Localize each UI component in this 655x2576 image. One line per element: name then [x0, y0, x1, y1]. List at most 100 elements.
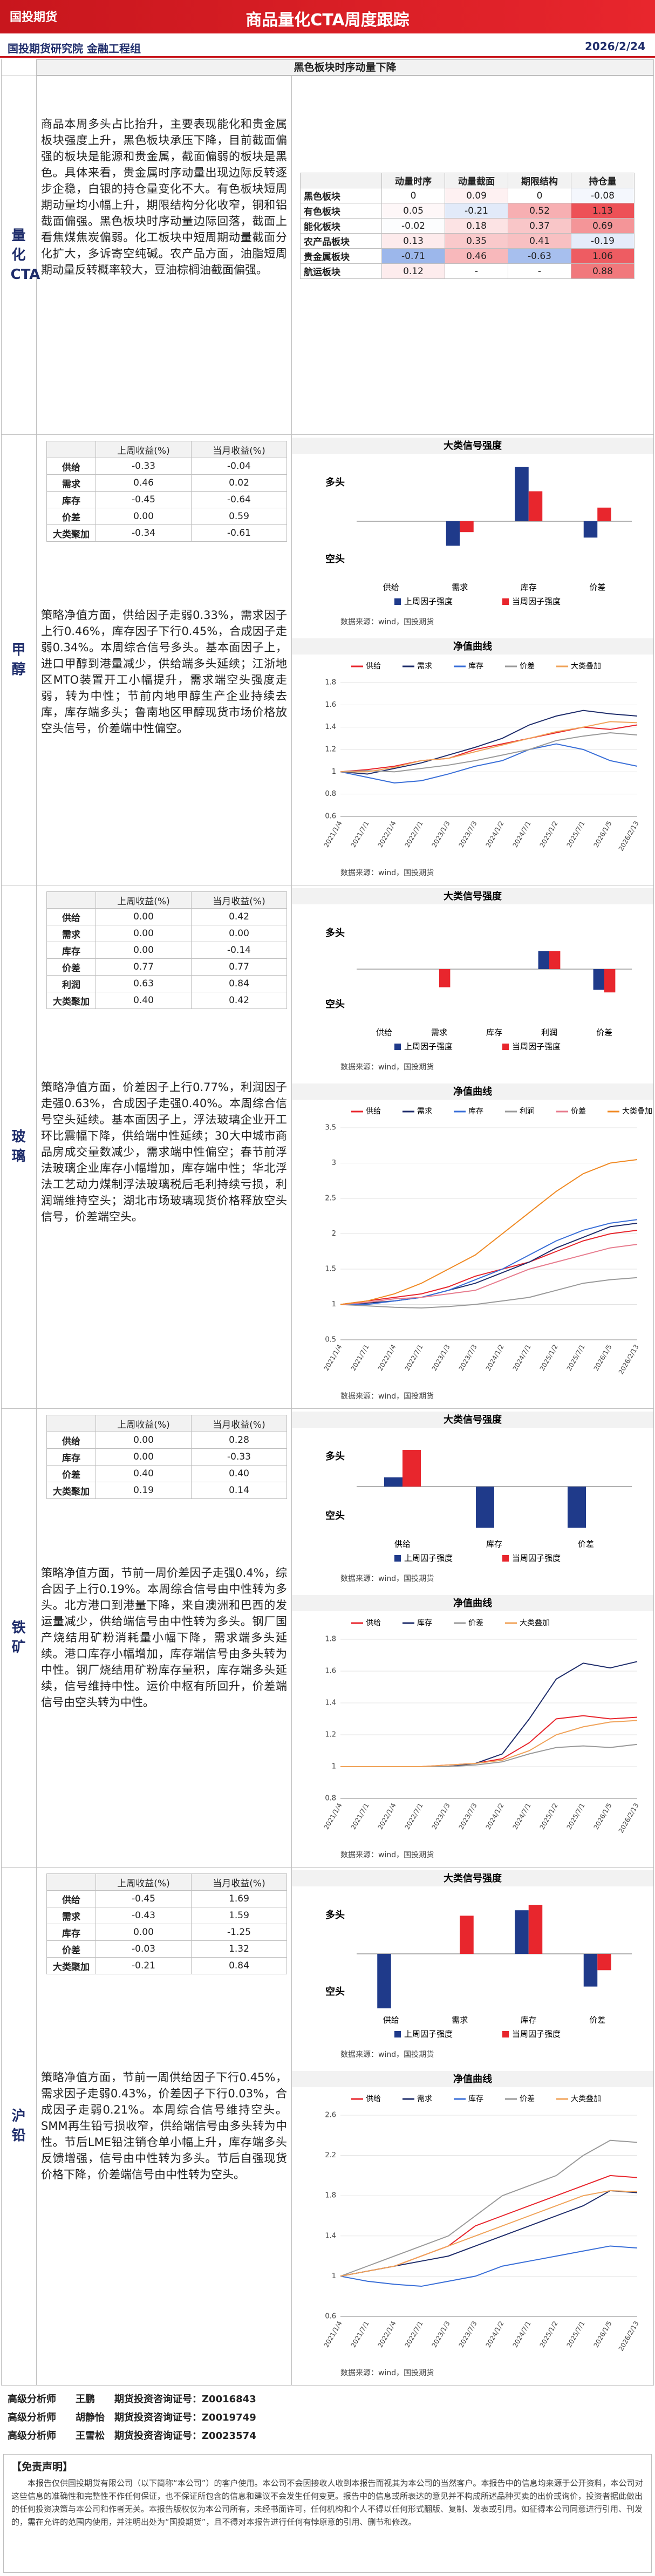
column-header: 持仓量 [571, 173, 634, 188]
x-tick-label: 2024/7/1 [511, 1802, 533, 1831]
x-tick-label: 2026/2/13 [617, 1802, 640, 1834]
nav-line [340, 1277, 638, 1309]
rule [1, 1867, 654, 1868]
section-label: 铁矿 [11, 1620, 26, 1655]
x-tick-label: 2022/1/4 [377, 1343, 398, 1372]
table-row: 需求 0.46 0.02 [46, 474, 287, 492]
legend-swatch [394, 598, 401, 605]
legend-label: 大类叠加 [571, 2095, 601, 2103]
x-tick-label: 2023/1/3 [431, 2320, 452, 2349]
x-tick-label: 2023/1/3 [431, 1343, 452, 1372]
category-label: 利润 [541, 1028, 557, 1038]
y-tick-label: 1.5 [325, 1265, 336, 1273]
legend-label: 供给 [366, 1619, 381, 1627]
category-label: 库存 [521, 2015, 537, 2025]
chart-title-bg [292, 1412, 653, 1428]
source-note: 数据来源：wind，国投期货 [340, 1574, 434, 1583]
chart-title-bg [292, 1595, 653, 1611]
x-tick-label: 2021/7/1 [350, 820, 371, 849]
table-row: 大类聚加 -0.21 0.84 [46, 1957, 287, 1974]
x-tick-label: 2026/2/13 [617, 1343, 640, 1375]
source-note: 数据来源：wind，国投期货 [340, 1062, 434, 1072]
contact-license: 期货投资咨询证号：Z0019749 [114, 2412, 256, 2423]
legend-label: 上周因子强度 [404, 597, 453, 606]
heat-cell: 0 [381, 188, 445, 203]
factor-table: 上周收益(%) 当月收益(%) 供给 -0.45 1.69 需求 -0.43 1.59 库存 0.… [46, 1873, 287, 1974]
return-cell: 0.00 [95, 1924, 192, 1941]
y-tick-label: 0.6 [325, 2313, 336, 2321]
contact-license: 期货投资咨询证号：Z0016843 [114, 2394, 256, 2405]
heat-cell: -0.02 [381, 218, 445, 234]
x-tick-label: 2024/1/2 [485, 1802, 506, 1831]
column-header: 当月收益(%) [191, 1415, 287, 1432]
row-label: 需求 [46, 1907, 96, 1924]
heat-cell: 0.69 [571, 218, 634, 234]
nav-line [340, 2139, 638, 2277]
legend-label: 价差 [520, 2095, 535, 2103]
table-row: 供给 0.00 0.42 [46, 908, 287, 925]
nav-line [340, 724, 638, 773]
bar [568, 1487, 586, 1528]
category-label: 供给 [383, 2015, 399, 2025]
heat-cell: 0.35 [445, 233, 508, 249]
return-cell: 0.59 [191, 508, 287, 525]
table-row: 大类聚加 -0.34 -0.61 [46, 524, 287, 542]
heat-cell: 0.52 [508, 203, 571, 219]
return-cell: -0.45 [95, 491, 192, 508]
nav-line [340, 732, 638, 773]
nav-line [340, 2245, 638, 2287]
contact-license: 期货投资咨询证号：Z0023574 [114, 2430, 256, 2442]
x-tick-label: 2025/1/2 [538, 1802, 560, 1831]
y-tick-label: 1.8 [325, 2192, 336, 2200]
x-tick-label: 2021/1/4 [323, 820, 344, 849]
table-row: 有色板块 0.05 -0.21 0.52 1.13 [300, 203, 634, 219]
table-row: 供给 -0.33 -0.04 [46, 458, 287, 475]
column-header: 上周收益(%) [95, 441, 192, 458]
x-tick-label: 2026/1/5 [592, 1802, 613, 1831]
x-tick-label: 2024/7/1 [511, 820, 533, 849]
heat-cell: 0.12 [381, 263, 445, 279]
report-date: 2026/2/24 [584, 40, 645, 53]
disclaimer-text: 本报告仅供国投期货有限公司（以下简称“本公司”）的客户使用。本公司不会因接收人收… [11, 2478, 643, 2527]
section-label-box: 玻璃 [1, 885, 36, 1408]
contact-name: 胡静怡 [76, 2412, 105, 2423]
y-tick-label: 1.2 [325, 746, 336, 754]
source-note: 数据来源：wind，国投期货 [340, 868, 434, 877]
return-cell: -0.43 [95, 1907, 192, 1924]
return-cell: -1.25 [191, 1924, 287, 1941]
bar [476, 1487, 494, 1528]
x-tick-label: 2026/2/13 [617, 2320, 640, 2352]
table-row: 库存 0.00 -0.33 [46, 1448, 287, 1466]
column-header: 上周收益(%) [95, 1415, 192, 1432]
legend-label: 价差 [520, 662, 535, 671]
return-cell: 0.84 [191, 1957, 287, 1974]
chart-title-bg [292, 1083, 653, 1100]
x-tick-label: 2022/1/4 [377, 1802, 398, 1831]
chart-title: 大类信号强度 [444, 440, 502, 452]
table-row: 库存 0.00 -0.14 [46, 942, 287, 959]
heat-cell: - [508, 263, 571, 279]
row-label: 大类聚加 [46, 1482, 96, 1499]
section-label: 玻璃 [11, 1129, 26, 1164]
bar [515, 467, 529, 521]
column-header: 上周收益(%) [95, 891, 192, 909]
table-row: 上周收益(%) 当月收益(%) [46, 441, 287, 458]
bar [460, 521, 474, 533]
x-tick-label: 2021/1/4 [323, 2320, 344, 2349]
return-cell: 0.40 [191, 1465, 287, 1482]
return-cell: -0.21 [95, 1957, 192, 1974]
row-label: 利润 [46, 975, 96, 992]
commentary: 商品本周多头占比抬升，主要表现能化和贵金属板块强度上升，黑色板块承压下降，目前截… [41, 118, 287, 276]
table-row: 供给 0.00 0.28 [46, 1432, 287, 1449]
legend-label: 当周因子强度 [512, 1553, 561, 1563]
long-label: 多头 [325, 1450, 345, 1462]
contact-name: 王雪松 [76, 2430, 105, 2442]
row-label: 大类聚加 [46, 992, 96, 1009]
y-tick-label: 2.6 [325, 2111, 336, 2120]
x-tick-label: 2025/7/1 [565, 1802, 586, 1831]
rule [36, 59, 37, 2385]
legend-label: 供给 [366, 2095, 381, 2103]
x-tick-label: 2022/7/1 [404, 2320, 425, 2349]
rule [1, 434, 654, 435]
